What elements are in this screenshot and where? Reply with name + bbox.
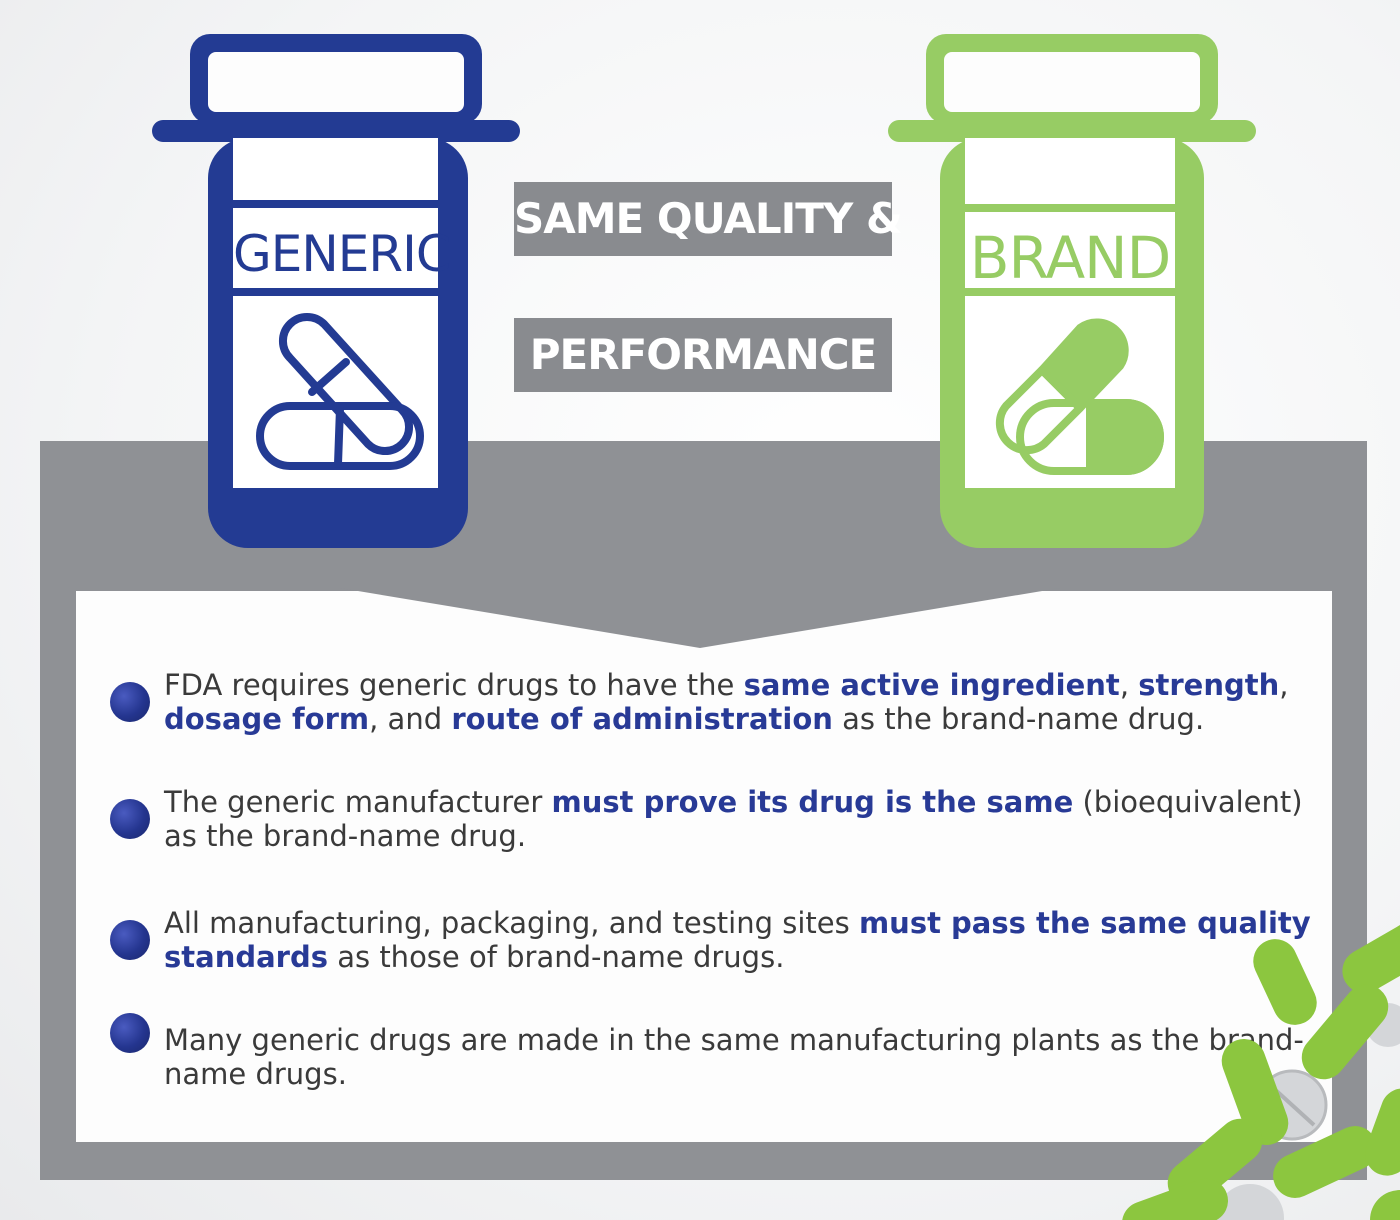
info-box (76, 591, 1332, 1142)
tag-performance: PERFORMANCE (514, 318, 892, 392)
body-text: as those of brand-name drugs. (328, 940, 785, 974)
bullet-dot-icon (110, 920, 150, 960)
highlight-text: must prove its drug is the same (551, 785, 1074, 819)
decorative-pills-icon (1121, 920, 1400, 1220)
arrow-notch (340, 588, 1060, 648)
body-text: , (1279, 668, 1289, 702)
capsule-half-filled-icon (995, 318, 1164, 475)
body-text: (bioequivalent) as the brand-name drug. (164, 785, 1303, 853)
highlight-text: same active ingredient (743, 668, 1120, 702)
bullet-text: Many generic drugs are made in the same … (164, 1023, 1314, 1091)
bullet-dot-icon (110, 799, 150, 839)
bullet-dot-icon (110, 1013, 150, 1053)
body-text: as the brand-name drug. (832, 702, 1205, 736)
body-text: FDA requires generic drugs to have the (164, 668, 744, 702)
bullet-text: The generic manufacturer must prove its … (164, 785, 1314, 853)
tag-same-quality: SAME QUALITY & (514, 182, 903, 256)
capsule-outline-icon (256, 312, 424, 470)
bullet-text: All manufacturing, packaging, and testin… (164, 906, 1314, 974)
brand-label: BRAND (969, 224, 1171, 292)
highlight-text: must pass the same quality standards (164, 906, 1311, 974)
brand-bottle: BRAND (886, 32, 1258, 552)
bullet-dot-icon (110, 682, 150, 722)
generic-bottle: GENERIC (150, 32, 522, 552)
body-text: All manufacturing, packaging, and testin… (164, 906, 859, 940)
highlight-text: route of administration (451, 702, 833, 736)
bullet-text: FDA requires generic drugs to have the s… (164, 668, 1314, 736)
body-text: The generic manufacturer (164, 785, 552, 819)
body-text: , (1119, 668, 1139, 702)
highlight-text: strength (1138, 668, 1280, 702)
body-text: Many generic drugs are made in the same … (164, 1023, 1304, 1091)
generic-label: GENERIC (233, 225, 451, 283)
highlight-text: dosage form (164, 702, 370, 736)
body-text: , and (369, 702, 452, 736)
